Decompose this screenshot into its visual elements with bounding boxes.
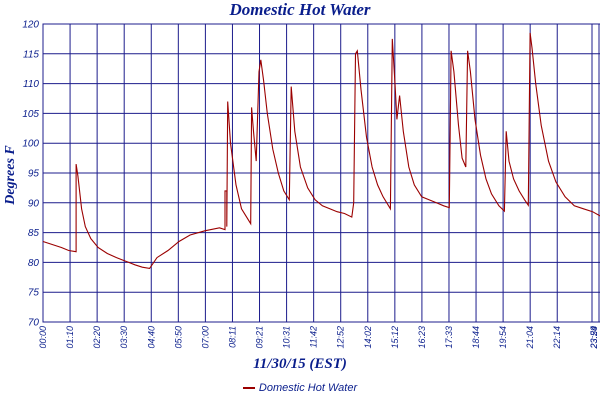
legend-swatch bbox=[242, 387, 255, 390]
x-tick-label: 19:54 bbox=[498, 326, 508, 349]
x-tick-label: 08:11 bbox=[227, 326, 237, 348]
legend-label: Domestic Hot Water bbox=[258, 382, 358, 394]
x-tick-label: 00:00 bbox=[38, 326, 48, 349]
x-tick-label: 23:59 bbox=[589, 326, 599, 350]
y-tick-label: 100 bbox=[22, 139, 39, 150]
x-tick-label: 05:50 bbox=[173, 326, 183, 349]
y-tick-label: 85 bbox=[28, 228, 40, 239]
x-tick-labels: 00:00 01:10 02:20 03:30 04:40 05:50 07:00 08:11… bbox=[38, 326, 599, 350]
x-tick-label: 02:20 bbox=[92, 326, 102, 349]
x-tick-label: 15:12 bbox=[390, 326, 400, 349]
x-tick-label: 10:31 bbox=[282, 326, 292, 349]
y-tick-label: 80 bbox=[28, 258, 40, 269]
x-tick-label: 22:14 bbox=[552, 326, 562, 350]
x-tick-label: 16:23 bbox=[417, 326, 427, 349]
x-tick-label: 23:24 bbox=[589, 326, 599, 350]
x-tick-label: 18:44 bbox=[471, 326, 481, 349]
y-tick-label: 120 bbox=[22, 20, 39, 31]
x-tick-label: 21:04 bbox=[525, 326, 535, 350]
y-tick-label: 75 bbox=[28, 288, 40, 299]
y-tick-label: 90 bbox=[28, 198, 40, 209]
grid-layer bbox=[42, 23, 600, 323]
x-tick-label: 07:00 bbox=[200, 326, 210, 349]
legend: Domestic Hot Water bbox=[0, 382, 600, 394]
x-tick-label: 14:02 bbox=[363, 326, 373, 349]
y-tick-label: 115 bbox=[23, 49, 39, 60]
x-tick-label: 03:30 bbox=[119, 326, 129, 349]
x-axis-label: 11/30/15 (EST) bbox=[253, 356, 347, 372]
x-tick-label: 12:52 bbox=[336, 326, 346, 349]
x-tick-label: 04:40 bbox=[146, 326, 156, 349]
x-tick-label: 11:42 bbox=[309, 326, 319, 348]
x-tick-label: 09:21 bbox=[255, 326, 265, 349]
y-tick-label: 70 bbox=[28, 318, 40, 329]
y-tick-label: 110 bbox=[23, 79, 39, 90]
y-tick-labels: 120 115 110 105 100 95 90 85 80 75 70 bbox=[22, 20, 39, 329]
plot-frame bbox=[42, 23, 600, 323]
y-tick-label: 95 bbox=[28, 169, 40, 180]
series-line-domestic-hot-water bbox=[42, 32, 600, 269]
chart-title: Domestic Hot Water bbox=[229, 0, 371, 19]
y-tick-label: 105 bbox=[22, 109, 39, 120]
x-tick-label: 01:10 bbox=[65, 326, 75, 349]
x-tick-label: 17:33 bbox=[444, 326, 454, 349]
